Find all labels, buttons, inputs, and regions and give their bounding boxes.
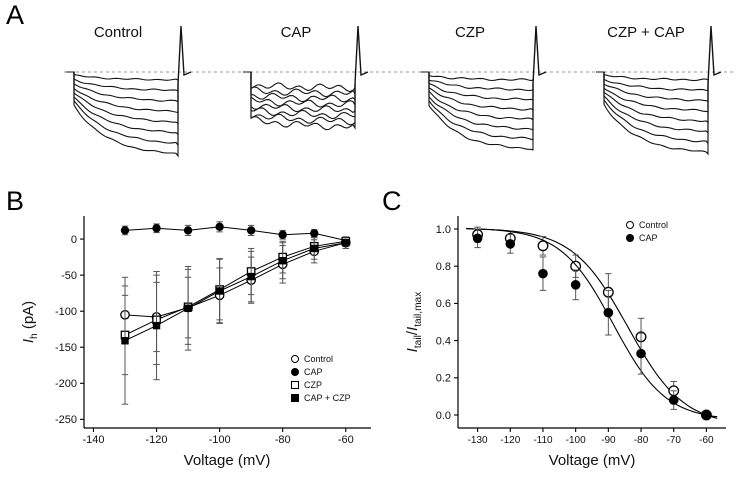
panel-c-label: C — [382, 186, 402, 216]
svg-text:-200: -200 — [55, 378, 77, 390]
legend-label: CAP — [639, 233, 658, 243]
panel-b-legend: Control CAP CZP CAP + CZP — [291, 354, 351, 406]
y-label-divider: / — [404, 330, 421, 336]
y-label-subscript: tail — [413, 335, 424, 349]
svg-text:-100: -100 — [55, 306, 77, 318]
y-label-units: (pA) — [20, 300, 37, 334]
filled-square-marker — [291, 394, 299, 402]
svg-text:-60: -60 — [338, 434, 354, 446]
tail-current-activation-plot: 1.0 0.8 0.6 0.4 0.2 0.0 -130 -120 -110 -100 -90 -80… — [436, 216, 726, 446]
y-label-subscript: tail,max — [413, 291, 424, 327]
svg-text:-60: -60 — [699, 435, 714, 446]
panel-c-x-axis-label: Voltage (mV) — [548, 452, 636, 469]
legend-item: CAP — [626, 233, 668, 243]
legend-item: Control — [291, 354, 351, 364]
svg-text:-120: -120 — [500, 435, 520, 446]
panel-a-label: A — [6, 0, 25, 30]
legend-item: Control — [626, 220, 668, 230]
open-square-marker — [291, 381, 299, 389]
condition-label-czp: CZP — [455, 24, 485, 41]
svg-text:0.4: 0.4 — [436, 335, 451, 347]
y-label-symbol: I — [20, 339, 37, 344]
svg-text:-140: -140 — [82, 434, 104, 446]
current-trace-families — [64, 25, 736, 158]
panel-c-y-axis-label: Itail/Itail,max — [404, 292, 424, 353]
condition-label-control: Control — [93, 24, 143, 41]
panel-b-x-axis-label: Voltage (mV) — [183, 452, 271, 469]
svg-text:-130: -130 — [468, 435, 488, 446]
open-circle-marker — [291, 355, 299, 363]
filled-circle-marker — [291, 368, 299, 376]
y-label-subscript: h — [29, 333, 40, 340]
panel-b-label: B — [6, 186, 25, 216]
svg-text:1.0: 1.0 — [436, 224, 451, 236]
svg-text:0.0: 0.0 — [436, 410, 451, 422]
legend-label: Control — [304, 354, 334, 364]
condition-label-czp-cap: CZP + CAP — [607, 24, 685, 41]
svg-text:0.6: 0.6 — [436, 298, 451, 310]
y-label-symbol: I — [404, 326, 421, 331]
svg-text:-70: -70 — [666, 435, 681, 446]
legend-item: CAP + CZP — [291, 393, 351, 403]
svg-text:0.2: 0.2 — [436, 373, 451, 385]
svg-text:-110: -110 — [533, 435, 553, 446]
svg-text:-80: -80 — [634, 435, 649, 446]
condition-label-cap: CAP — [280, 24, 312, 41]
ih-voltage-plot: 0 -50 -100 -150 -200 -250 -140 -120 -100 -80 -60 — [55, 216, 371, 446]
svg-text:0: 0 — [71, 234, 77, 246]
open-circle-marker — [626, 221, 634, 229]
svg-text:-150: -150 — [55, 342, 77, 354]
svg-text:-100: -100 — [209, 434, 231, 446]
svg-text:-250: -250 — [55, 414, 77, 426]
legend-item: CAP — [291, 367, 351, 377]
legend-label: CAP — [304, 367, 323, 377]
y-label-symbol: I — [404, 348, 421, 353]
svg-text:0.8: 0.8 — [436, 261, 451, 273]
svg-text:-80: -80 — [275, 434, 291, 446]
filled-circle-marker — [626, 234, 634, 242]
legend-label: Control — [639, 220, 669, 230]
legend-item: CZP — [291, 380, 351, 390]
svg-text:-120: -120 — [146, 434, 168, 446]
svg-text:-50: -50 — [61, 270, 77, 282]
panel-b-y-axis-label: Ih (pA) — [20, 301, 40, 343]
legend-label: CAP + CZP — [304, 393, 351, 403]
svg-text:-90: -90 — [601, 435, 616, 446]
legend-label: CZP — [304, 380, 322, 390]
panel-c-legend: Control CAP — [626, 220, 668, 246]
svg-text:-100: -100 — [566, 435, 586, 446]
